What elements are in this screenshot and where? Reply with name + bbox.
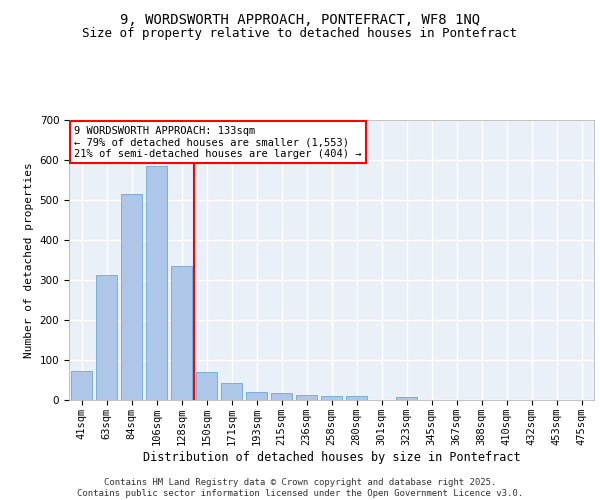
Bar <box>171 266 192 400</box>
Bar <box>71 371 92 400</box>
Bar <box>96 275 117 400</box>
Bar <box>221 383 242 400</box>
Bar <box>396 397 417 400</box>
Text: 9, WORDSWORTH APPROACH, PONTEFRACT, WF8 1NQ: 9, WORDSWORTH APPROACH, PONTEFRACT, WF8 … <box>120 12 480 26</box>
Bar <box>246 392 267 400</box>
Y-axis label: Number of detached properties: Number of detached properties <box>24 162 34 358</box>
Text: Contains HM Land Registry data © Crown copyright and database right 2025.
Contai: Contains HM Land Registry data © Crown c… <box>77 478 523 498</box>
Text: Size of property relative to detached houses in Pontefract: Size of property relative to detached ho… <box>83 28 517 40</box>
Bar <box>321 396 342 400</box>
Bar <box>121 194 142 400</box>
Bar <box>271 393 292 400</box>
Text: 9 WORDSWORTH APPROACH: 133sqm
← 79% of detached houses are smaller (1,553)
21% o: 9 WORDSWORTH APPROACH: 133sqm ← 79% of d… <box>74 126 362 159</box>
Bar <box>296 395 317 400</box>
Bar <box>146 166 167 400</box>
Bar <box>196 372 217 400</box>
X-axis label: Distribution of detached houses by size in Pontefract: Distribution of detached houses by size … <box>143 450 520 464</box>
Bar <box>346 396 367 400</box>
